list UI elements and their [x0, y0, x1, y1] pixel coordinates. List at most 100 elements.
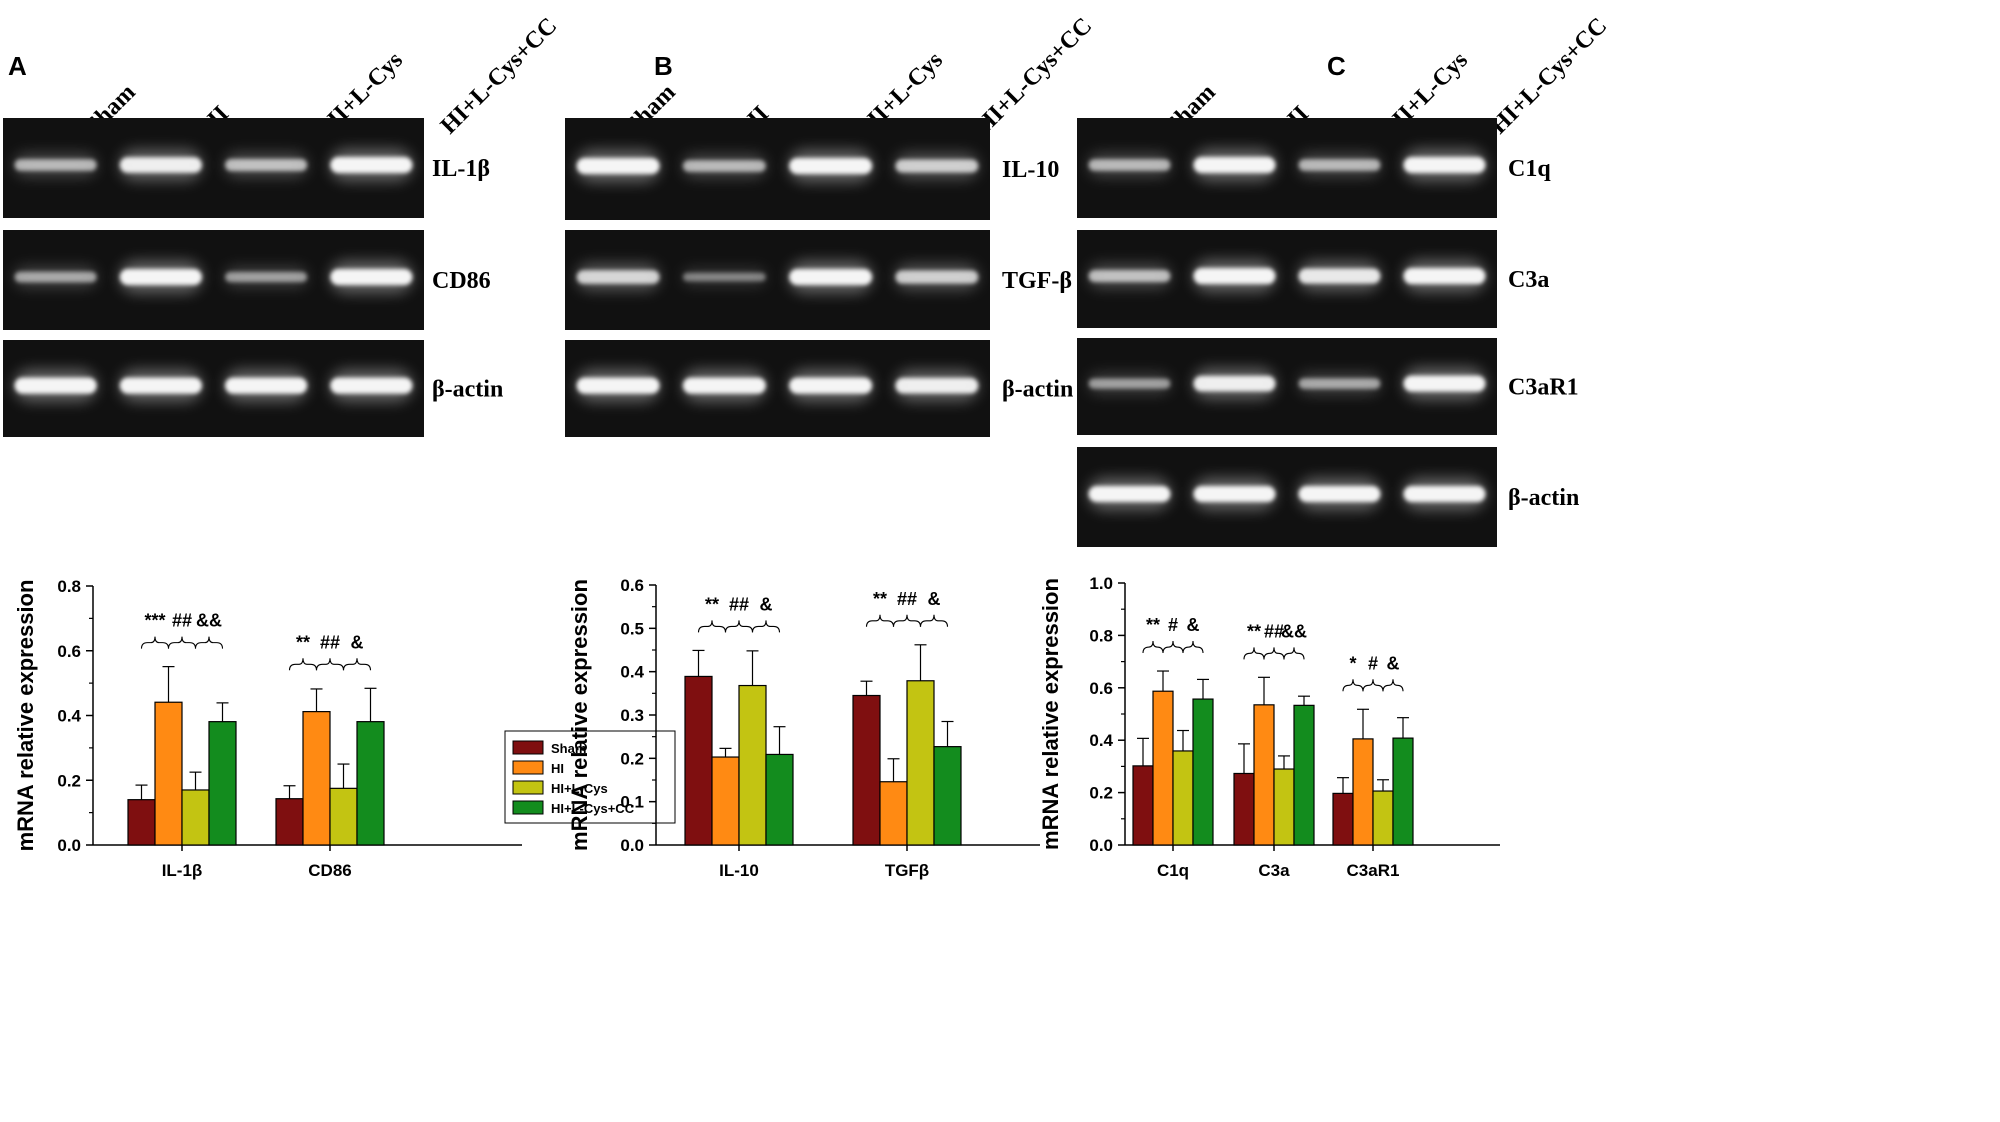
bar-group-il-10: IL-10 ** ## & — [684, 594, 794, 880]
band-hi-l-cys-cc — [895, 270, 979, 284]
significance-brace — [919, 614, 949, 627]
x-tick-label: IL-1β — [162, 861, 203, 880]
significance-brace — [1263, 647, 1285, 660]
bar-chart-a: 0.0 0.2 0.4 0.6 0.8 mRNA relative expression I… — [13, 577, 676, 880]
significance-mark: & — [1187, 615, 1200, 635]
y-tick-label: 0.4 — [57, 707, 81, 726]
gel-il-10: IL-10 — [565, 118, 1059, 220]
bar-hi-l-cys-cc — [1293, 704, 1315, 846]
significance-mark: ** — [1146, 615, 1160, 635]
band-hi-l-cys — [225, 377, 308, 394]
bar-hi-l-cys-cc — [356, 721, 385, 846]
band-sham — [14, 271, 97, 283]
significance-mark: & — [928, 589, 941, 609]
x-tick-label: TGFβ — [885, 861, 929, 880]
band-hi-l-cys-cc — [1403, 486, 1486, 502]
bar-hi — [1152, 690, 1174, 846]
bar-group-c1q: C1q ** # & — [1132, 615, 1214, 880]
significance-mark: ## — [729, 594, 749, 614]
gel-actin: β-actin — [1077, 447, 1579, 547]
band-hi-l-cys — [225, 159, 308, 171]
bar-hi-l-cys — [738, 684, 767, 846]
band-hi — [1193, 486, 1276, 502]
bar-sham — [275, 798, 304, 846]
significance-mark: ** — [296, 632, 310, 652]
band-hi — [682, 160, 766, 172]
significance-mark: # — [1168, 615, 1178, 635]
bar-hi-l-cys — [1172, 750, 1194, 846]
y-axis-label: mRNA relative expression — [567, 579, 592, 851]
legend-label-hi-l-cys-cc: HI+L-Cys+CC — [551, 801, 635, 816]
significance-mark: & — [760, 594, 773, 614]
gel-c3ar1: C3aR1 — [1077, 338, 1579, 435]
band-hi-l-cys — [1298, 486, 1381, 502]
y-tick-label: 0.6 — [1089, 679, 1113, 698]
bar-sham — [684, 675, 713, 846]
panel-letter: A — [8, 51, 27, 81]
band-hi-l-cys-cc — [330, 157, 413, 173]
panel-letter: B — [654, 51, 673, 81]
significance-brace — [892, 614, 922, 627]
bar-hi — [1352, 738, 1374, 846]
bar-hi — [154, 701, 183, 846]
significance-mark: ## — [172, 611, 192, 631]
band-hi — [1193, 157, 1276, 173]
bar-hi — [711, 756, 740, 846]
y-tick-label: 0.2 — [57, 771, 81, 790]
bar-hi-l-cys — [1273, 768, 1295, 846]
bar-hi-l-cys — [181, 789, 210, 846]
bar-hi — [879, 781, 908, 846]
significance-brace — [1182, 641, 1204, 654]
significance-mark: ## — [320, 632, 340, 652]
y-tick-label: 0.8 — [57, 577, 81, 596]
significance-mark: & — [1387, 653, 1400, 673]
significance-brace — [1283, 647, 1305, 660]
band-hi — [119, 157, 202, 173]
lane-header-hi-l-cys-cc: HI+L-Cys+CC — [436, 13, 562, 139]
significance-brace — [1243, 647, 1265, 660]
gel-label-cd86: CD86 — [432, 268, 491, 294]
bar-sham — [852, 694, 881, 846]
significance-brace — [194, 636, 224, 649]
significance-brace — [140, 636, 170, 649]
y-tick-label: 0.0 — [1089, 836, 1113, 855]
significance-mark: ** — [705, 594, 719, 614]
gel-c1q: C1q — [1077, 118, 1551, 218]
bar-group-il-1: IL-1β *** ## && — [127, 611, 237, 880]
gel-label-tgf: TGF-β — [1002, 268, 1072, 294]
bar-chart-b: 0.0 0.1 0.2 0.3 0.4 0.5 0.6 mRNA relative expre… — [567, 576, 1040, 880]
gel-label-il-1: IL-1β — [432, 156, 490, 182]
band-hi-l-cys — [1298, 378, 1381, 389]
y-tick-label: 1.0 — [1089, 574, 1113, 593]
y-tick-label: 0.4 — [620, 663, 644, 682]
y-tick-label: 0.2 — [620, 749, 644, 768]
significance-mark: ## — [1264, 621, 1284, 641]
y-axis-label: mRNA relative expression — [13, 580, 38, 852]
gel-label-c3a: C3a — [1508, 267, 1549, 293]
significance-brace — [697, 620, 727, 633]
bar-sham — [1132, 765, 1154, 846]
significance-brace — [315, 658, 345, 671]
gel-label-c3ar1: C3aR1 — [1508, 375, 1579, 401]
y-tick-label: 0.0 — [57, 836, 81, 855]
y-axis-label: mRNA relative expression — [1038, 578, 1063, 850]
band-sham — [576, 270, 660, 284]
gel-label-actin: β-actin — [1508, 485, 1579, 511]
legend-label-hi-l-cys: HI+L-Cys — [551, 781, 608, 796]
band-hi-l-cys — [789, 269, 873, 285]
band-hi — [119, 269, 202, 285]
band-sham — [1088, 378, 1171, 389]
band-sham — [1088, 270, 1171, 283]
band-sham — [1088, 486, 1171, 502]
band-hi-l-cys-cc — [1403, 157, 1486, 173]
bar-hi-l-cys — [329, 787, 358, 846]
band-hi-l-cys — [1298, 268, 1381, 284]
legend: Sham HI HI+L-Cys HI+L-Cys+CC — [504, 730, 676, 824]
gel-panel-b: BShamHIHI+L-CysHI+L-Cys+CCIL-10TGF-ββ-ac… — [565, 13, 1097, 437]
gel-label-c1q: C1q — [1508, 156, 1551, 182]
y-tick-label: 0.4 — [1089, 731, 1113, 750]
legend-swatch-sham — [512, 740, 544, 755]
significance-mark: # — [1368, 653, 1378, 673]
legend-swatch-hi-l-cys — [512, 780, 544, 795]
y-tick-label: 0.6 — [57, 642, 81, 661]
